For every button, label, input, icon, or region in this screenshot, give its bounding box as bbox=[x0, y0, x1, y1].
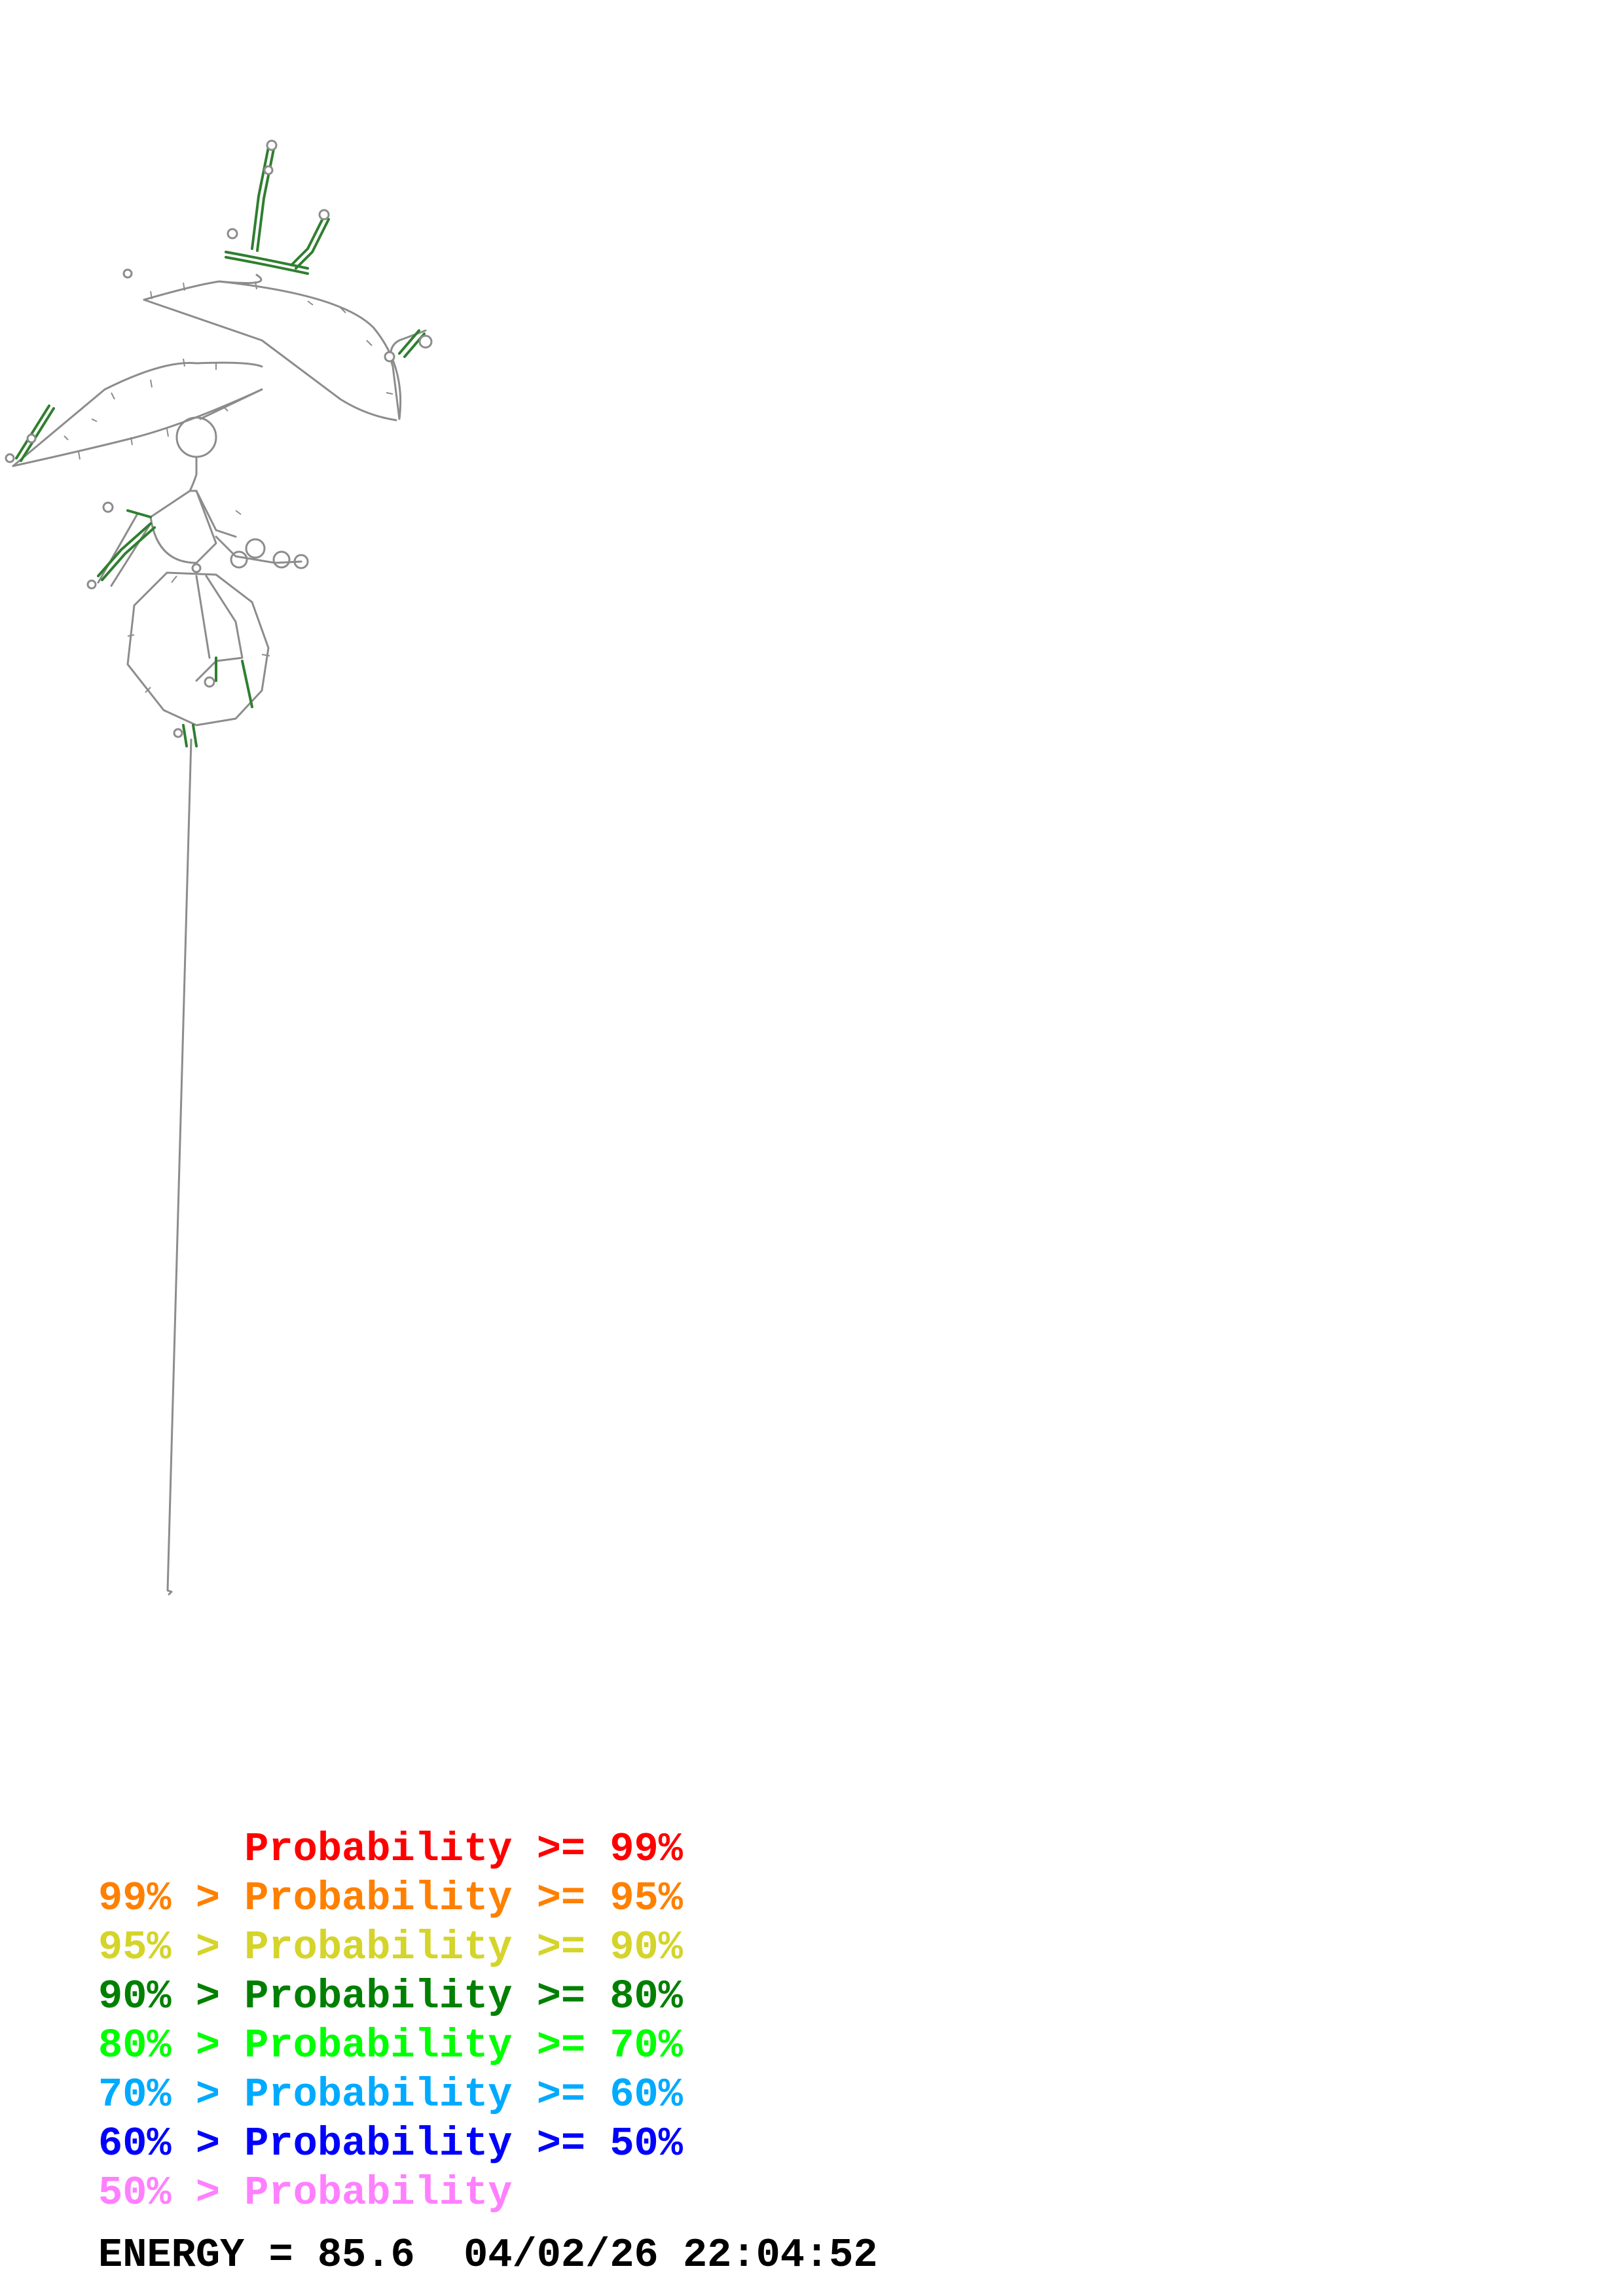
backbone-tail-end bbox=[166, 1589, 173, 1596]
helix-mid-1 bbox=[97, 522, 152, 577]
lower-loop-inner bbox=[195, 575, 244, 682]
helix-upper-curve bbox=[225, 251, 309, 270]
hairpin-loop-d bbox=[384, 351, 395, 363]
hairpin-loop-k bbox=[173, 728, 183, 738]
hairpin-loop-h bbox=[102, 501, 114, 513]
legend-entry: 99% > Probability >= 95% bbox=[98, 1875, 683, 1922]
hairpin-loop-j bbox=[204, 676, 215, 688]
hairpin-loop-g bbox=[5, 453, 15, 463]
tick-marks bbox=[64, 281, 393, 693]
helix-left-1b bbox=[20, 407, 55, 462]
hairpin-loop-top bbox=[266, 139, 278, 151]
legend-entry: Probability >= 99% bbox=[98, 1826, 683, 1873]
central-stem bbox=[189, 456, 198, 492]
hairpin-loop-e bbox=[122, 268, 133, 279]
legend-entry: 90% > Probability >= 80% bbox=[98, 1973, 683, 2020]
middle-arc bbox=[149, 490, 217, 564]
hairpin-loop-i bbox=[86, 579, 97, 590]
legend-entry: 95% > Probability >= 90% bbox=[98, 1924, 683, 1971]
helix-upper-curve-b bbox=[225, 256, 309, 275]
hairpin-loop-b bbox=[318, 209, 330, 221]
central-multiloop bbox=[175, 416, 217, 458]
backbone-tail bbox=[166, 738, 192, 1592]
hairpin-loop-top-2 bbox=[263, 165, 274, 175]
helix-left-1 bbox=[15, 404, 50, 459]
legend-entry: 70% > Probability >= 60% bbox=[98, 2072, 683, 2118]
rna-secondary-structure-diagram bbox=[5, 139, 433, 1596]
helix-mid-1b bbox=[101, 526, 156, 581]
energy-timestamp-label: ENERGY = 85.6 04/02/26 22:04:52 bbox=[98, 2232, 878, 2278]
hairpin-loop-l bbox=[191, 563, 202, 573]
middle-stem-left-b bbox=[110, 522, 152, 587]
right-cluster-loop-2 bbox=[230, 550, 248, 569]
helix-top-2 bbox=[290, 215, 325, 266]
helix-mid-2 bbox=[126, 509, 152, 518]
upper-arc-left bbox=[143, 274, 263, 301]
legend-entry: 50% > Probability bbox=[98, 2170, 513, 2216]
lower-loop-cross bbox=[195, 575, 211, 659]
helix-lower-2 bbox=[241, 660, 253, 708]
right-cluster-loop-4 bbox=[293, 554, 309, 569]
right-cluster-loop-3 bbox=[272, 550, 291, 569]
middle-stem-left bbox=[97, 512, 139, 584]
lower-loop bbox=[126, 571, 270, 726]
right-cluster-stem bbox=[215, 535, 302, 564]
legend-entry: 60% > Probability >= 50% bbox=[98, 2121, 683, 2167]
middle-arc-right bbox=[195, 490, 237, 538]
legend-entry: 80% > Probability >= 70% bbox=[98, 2022, 683, 2069]
hairpin-loop-a bbox=[227, 228, 238, 240]
upper-arc-main bbox=[218, 280, 402, 420]
helix-top-1b bbox=[256, 148, 275, 252]
left-arc bbox=[12, 361, 263, 467]
helix-top-2b bbox=[295, 218, 330, 270]
upper-arc-cross bbox=[143, 298, 397, 422]
hairpin-loop-c bbox=[418, 334, 433, 349]
upper-stem-right bbox=[390, 329, 427, 420]
helix-bottom-b bbox=[192, 724, 198, 747]
right-cluster-loop-1 bbox=[245, 538, 266, 559]
helix-bottom bbox=[182, 724, 188, 747]
helix-top-1 bbox=[251, 146, 270, 250]
helix-top-3 bbox=[398, 329, 420, 355]
left-arc-lower bbox=[12, 388, 263, 467]
hairpin-loop-f bbox=[26, 433, 37, 444]
